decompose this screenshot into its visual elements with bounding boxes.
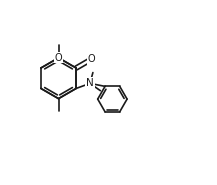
Text: O: O bbox=[88, 54, 95, 64]
Text: O: O bbox=[55, 53, 62, 63]
Text: N: N bbox=[86, 78, 94, 88]
